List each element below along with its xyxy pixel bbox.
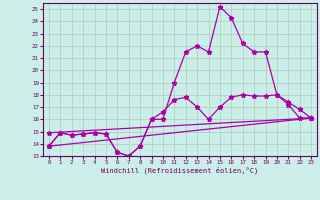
X-axis label: Windchill (Refroidissement éolien,°C): Windchill (Refroidissement éolien,°C) (101, 167, 259, 174)
